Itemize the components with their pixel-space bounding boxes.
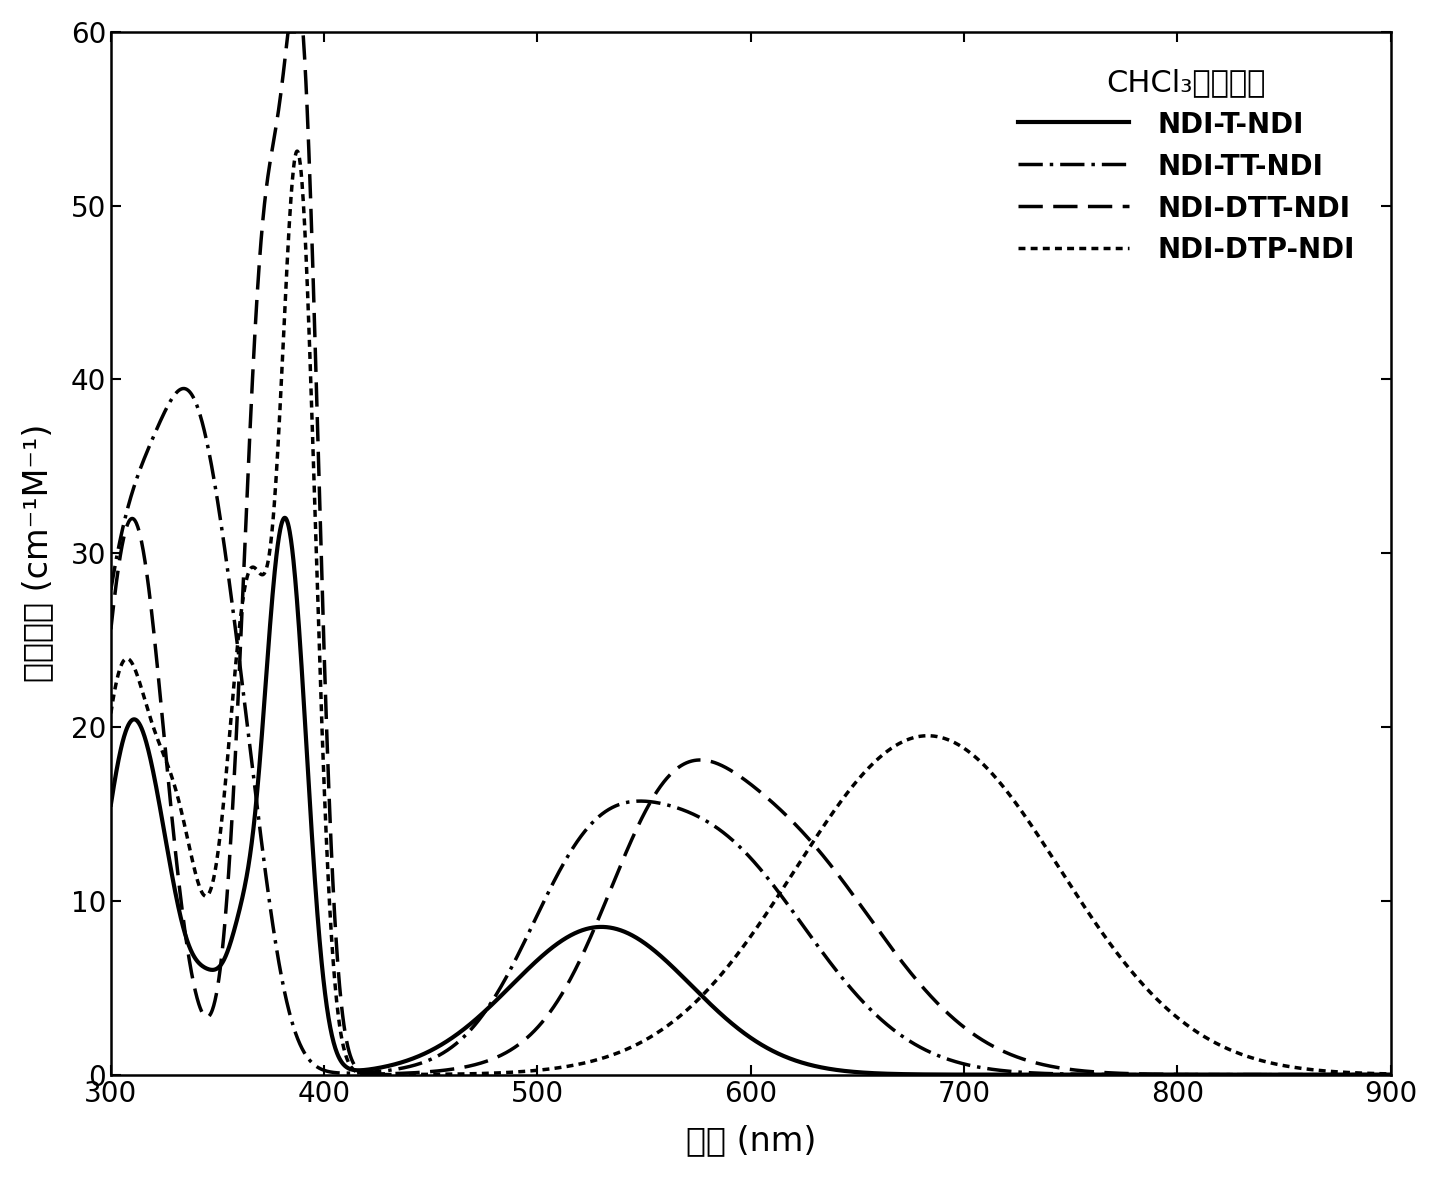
Legend: NDI-T-NDI, NDI-TT-NDI, NDI-DTT-NDI, NDI-DTP-NDI: NDI-T-NDI, NDI-TT-NDI, NDI-DTT-NDI, NDI-…: [997, 46, 1376, 286]
Y-axis label: 消光系数 (cm⁻¹M⁻¹): 消光系数 (cm⁻¹M⁻¹): [20, 424, 53, 682]
X-axis label: 波长 (nm): 波长 (nm): [686, 1124, 815, 1157]
